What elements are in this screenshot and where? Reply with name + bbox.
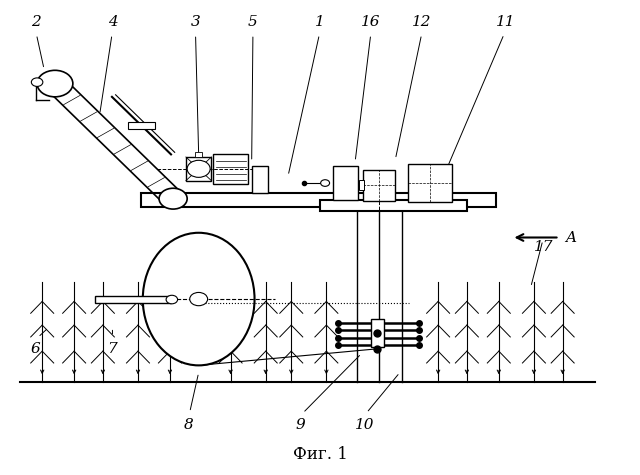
Text: 16: 16 xyxy=(362,15,381,29)
Circle shape xyxy=(31,78,43,86)
Ellipse shape xyxy=(143,233,255,365)
Text: 3: 3 xyxy=(191,15,200,29)
Circle shape xyxy=(159,188,187,209)
Circle shape xyxy=(166,295,177,304)
Text: Фиг. 1: Фиг. 1 xyxy=(292,446,348,463)
Text: 12: 12 xyxy=(412,15,432,29)
Circle shape xyxy=(187,160,210,177)
Circle shape xyxy=(321,180,330,186)
Text: 5: 5 xyxy=(248,15,258,29)
Text: 6: 6 xyxy=(31,342,41,356)
Text: 9: 9 xyxy=(296,418,306,432)
Bar xyxy=(333,166,358,200)
Bar xyxy=(364,170,396,200)
Bar xyxy=(128,122,155,129)
Bar xyxy=(195,152,202,157)
Bar xyxy=(359,180,364,190)
Text: 17: 17 xyxy=(534,240,553,254)
Bar xyxy=(320,200,467,211)
Bar xyxy=(213,154,248,184)
Text: 7: 7 xyxy=(108,342,117,356)
Text: A: A xyxy=(566,230,577,245)
Text: 4: 4 xyxy=(108,15,117,29)
Text: 10: 10 xyxy=(355,418,374,432)
Bar xyxy=(186,157,211,180)
Bar xyxy=(252,166,268,192)
Text: 2: 2 xyxy=(31,15,41,29)
Bar xyxy=(408,164,452,202)
Text: 1: 1 xyxy=(315,15,325,29)
Bar xyxy=(371,319,384,347)
Text: 8: 8 xyxy=(184,418,194,432)
Circle shape xyxy=(37,70,73,97)
Circle shape xyxy=(189,293,207,306)
Bar xyxy=(141,192,495,207)
Bar xyxy=(95,296,171,303)
Text: 11: 11 xyxy=(495,15,515,29)
